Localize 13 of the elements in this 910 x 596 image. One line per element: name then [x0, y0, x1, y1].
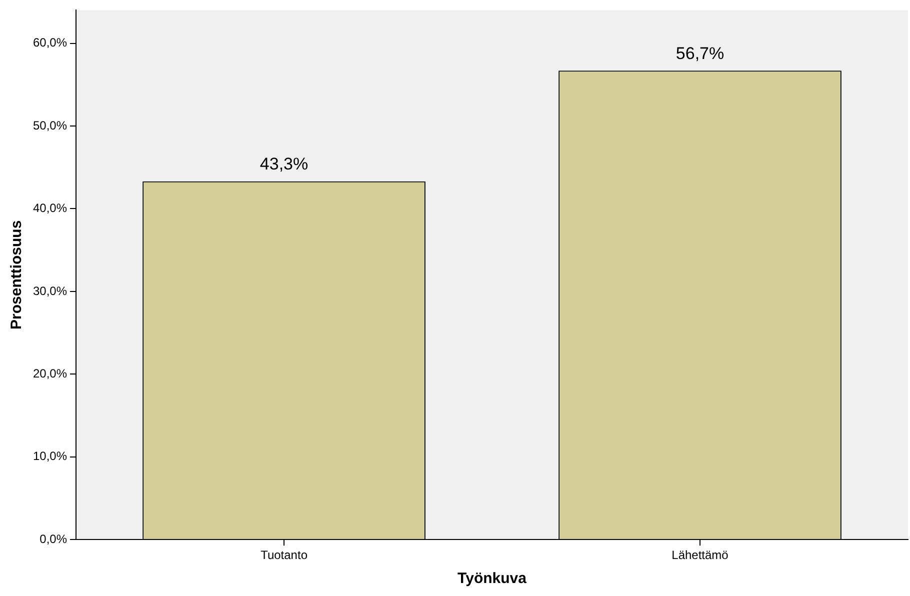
x-tick-label: Lähettämö: [672, 548, 729, 562]
y-tick-label: 40,0%: [32, 201, 68, 216]
y-tick-label: 10,0%: [32, 449, 68, 464]
data-label: 56,7%: [676, 44, 724, 63]
x-tick-label: Tuotanto: [260, 548, 308, 562]
x-axis-title: Työnkuva: [458, 570, 528, 588]
y-tick-label: 20,0%: [32, 366, 68, 380]
y-tick-label: 30,0%: [32, 284, 68, 298]
y-tick-label: 60,0%: [32, 36, 68, 50]
y-axis-title: Prosenttiosuus: [8, 220, 26, 330]
y-tick-label: 0,0%: [40, 532, 68, 546]
y-tick-label: 50,0%: [32, 118, 68, 132]
data-label: 43,3%: [260, 154, 308, 174]
